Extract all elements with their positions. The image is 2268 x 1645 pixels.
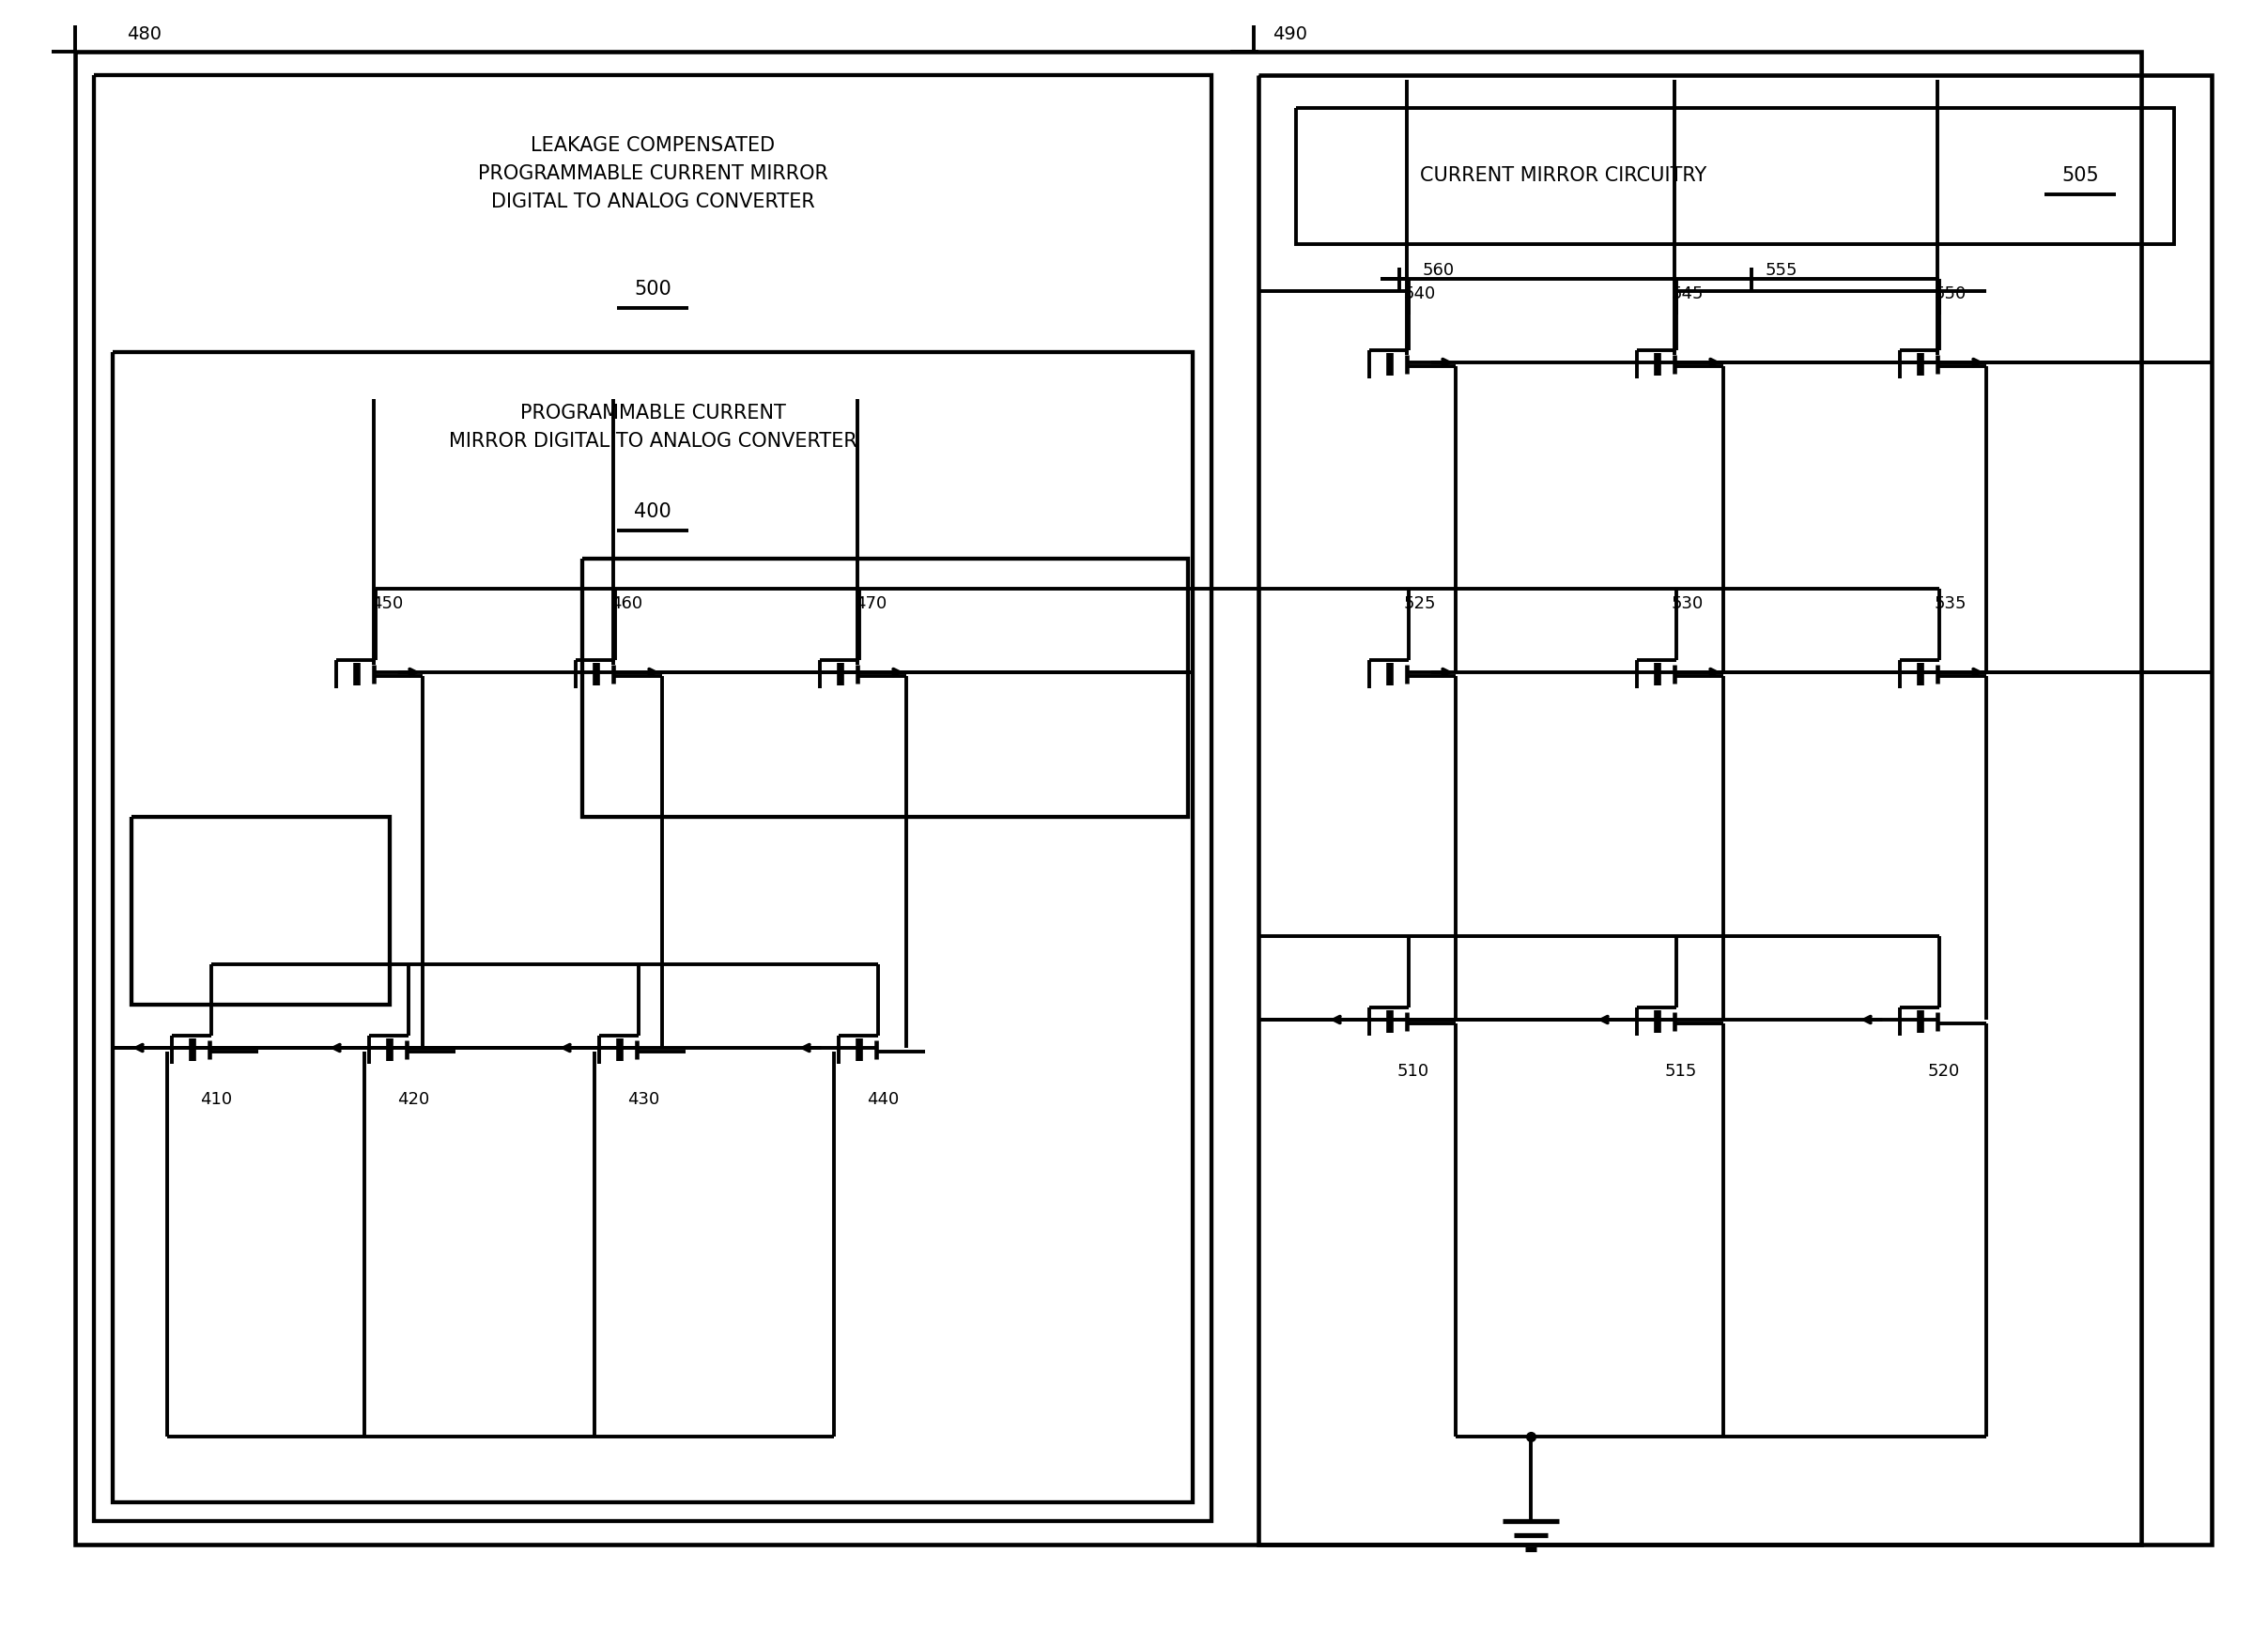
Text: 545: 545 xyxy=(1672,286,1703,303)
Text: 400: 400 xyxy=(635,502,671,521)
Text: PROGRAMMABLE CURRENT
MIRROR DIGITAL TO ANALOG CONVERTER: PROGRAMMABLE CURRENT MIRROR DIGITAL TO A… xyxy=(449,405,857,451)
Text: 420: 420 xyxy=(397,1091,429,1109)
Text: 525: 525 xyxy=(1404,595,1436,612)
Text: 515: 515 xyxy=(1665,1063,1696,1079)
Text: 490: 490 xyxy=(1272,26,1306,44)
Text: 440: 440 xyxy=(866,1091,898,1109)
Text: 460: 460 xyxy=(610,595,642,612)
Text: 535: 535 xyxy=(1935,595,1966,612)
Text: 530: 530 xyxy=(1672,595,1703,612)
Text: 470: 470 xyxy=(855,595,887,612)
Text: CURRENT MIRROR CIRCUITRY: CURRENT MIRROR CIRCUITRY xyxy=(1420,166,1708,184)
Text: 450: 450 xyxy=(372,595,404,612)
Text: 505: 505 xyxy=(2062,166,2098,184)
Text: 510: 510 xyxy=(1397,1063,1429,1079)
Text: 500: 500 xyxy=(635,280,671,299)
Text: 480: 480 xyxy=(127,26,161,44)
Text: 560: 560 xyxy=(1422,262,1454,280)
Text: LEAKAGE COMPENSATED
PROGRAMMABLE CURRENT MIRROR
DIGITAL TO ANALOG CONVERTER: LEAKAGE COMPENSATED PROGRAMMABLE CURRENT… xyxy=(479,137,828,211)
Text: 520: 520 xyxy=(1928,1063,1960,1079)
Text: 410: 410 xyxy=(200,1091,231,1109)
Text: 540: 540 xyxy=(1404,286,1436,303)
Text: 550: 550 xyxy=(1935,286,1966,303)
Text: 430: 430 xyxy=(628,1091,660,1109)
Text: 555: 555 xyxy=(1765,262,1799,280)
